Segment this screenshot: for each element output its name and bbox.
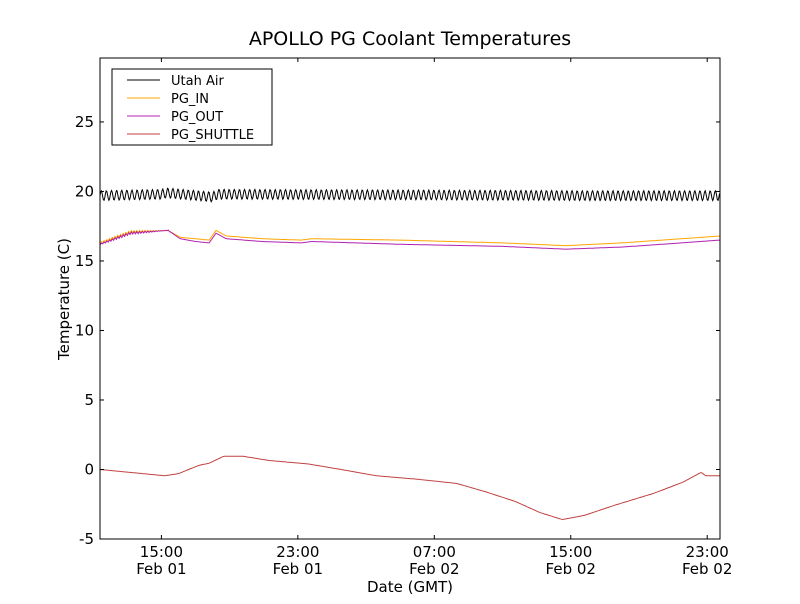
x-tick-label-date: Feb 02 bbox=[682, 560, 732, 578]
x-tick-label-time: 23:00 bbox=[686, 543, 729, 561]
series-line-pg-out bbox=[99, 229, 720, 250]
y-tick-label: 15 bbox=[75, 252, 94, 270]
x-tick-label-date: Feb 01 bbox=[136, 560, 186, 578]
series-line-utah-air bbox=[99, 187, 720, 203]
y-tick-label: -5 bbox=[79, 530, 94, 548]
legend-box bbox=[111, 68, 273, 146]
series-line-pg-in bbox=[99, 229, 720, 247]
legend: Utah Air PG_IN PG_OUT PG_SHUTTLE bbox=[111, 68, 273, 146]
x-tick-label-time: 15:00 bbox=[549, 543, 592, 561]
series-line-pg-shuttle bbox=[99, 455, 720, 521]
y-tick-label: 5 bbox=[84, 391, 94, 409]
x-axis-label: Date (GMT) bbox=[367, 578, 453, 596]
y-axis-label: Temperature (C) bbox=[55, 238, 73, 361]
chart-title: APOLLO PG Coolant Temperatures bbox=[249, 28, 571, 50]
legend-label: PG_SHUTTLE bbox=[171, 128, 254, 143]
y-tick-label: 0 bbox=[84, 460, 94, 478]
x-tick-label-time: 15:00 bbox=[140, 543, 183, 561]
x-tick-label-date: Feb 02 bbox=[409, 560, 459, 578]
y-tick-label: 25 bbox=[75, 113, 94, 131]
x-tick-label-time: 07:00 bbox=[413, 543, 456, 561]
x-tick-label-date: Feb 02 bbox=[546, 560, 596, 578]
legend-label: PG_OUT bbox=[171, 110, 223, 125]
legend-label: PG_IN bbox=[171, 92, 209, 107]
y-tick-label: 20 bbox=[75, 182, 94, 200]
x-tick-label-date: Feb 01 bbox=[273, 560, 323, 578]
plot-frame bbox=[99, 57, 721, 540]
legend-label: Utah Air bbox=[171, 74, 224, 89]
x-tick-label-time: 23:00 bbox=[276, 543, 319, 561]
y-tick-label: 10 bbox=[75, 321, 94, 339]
